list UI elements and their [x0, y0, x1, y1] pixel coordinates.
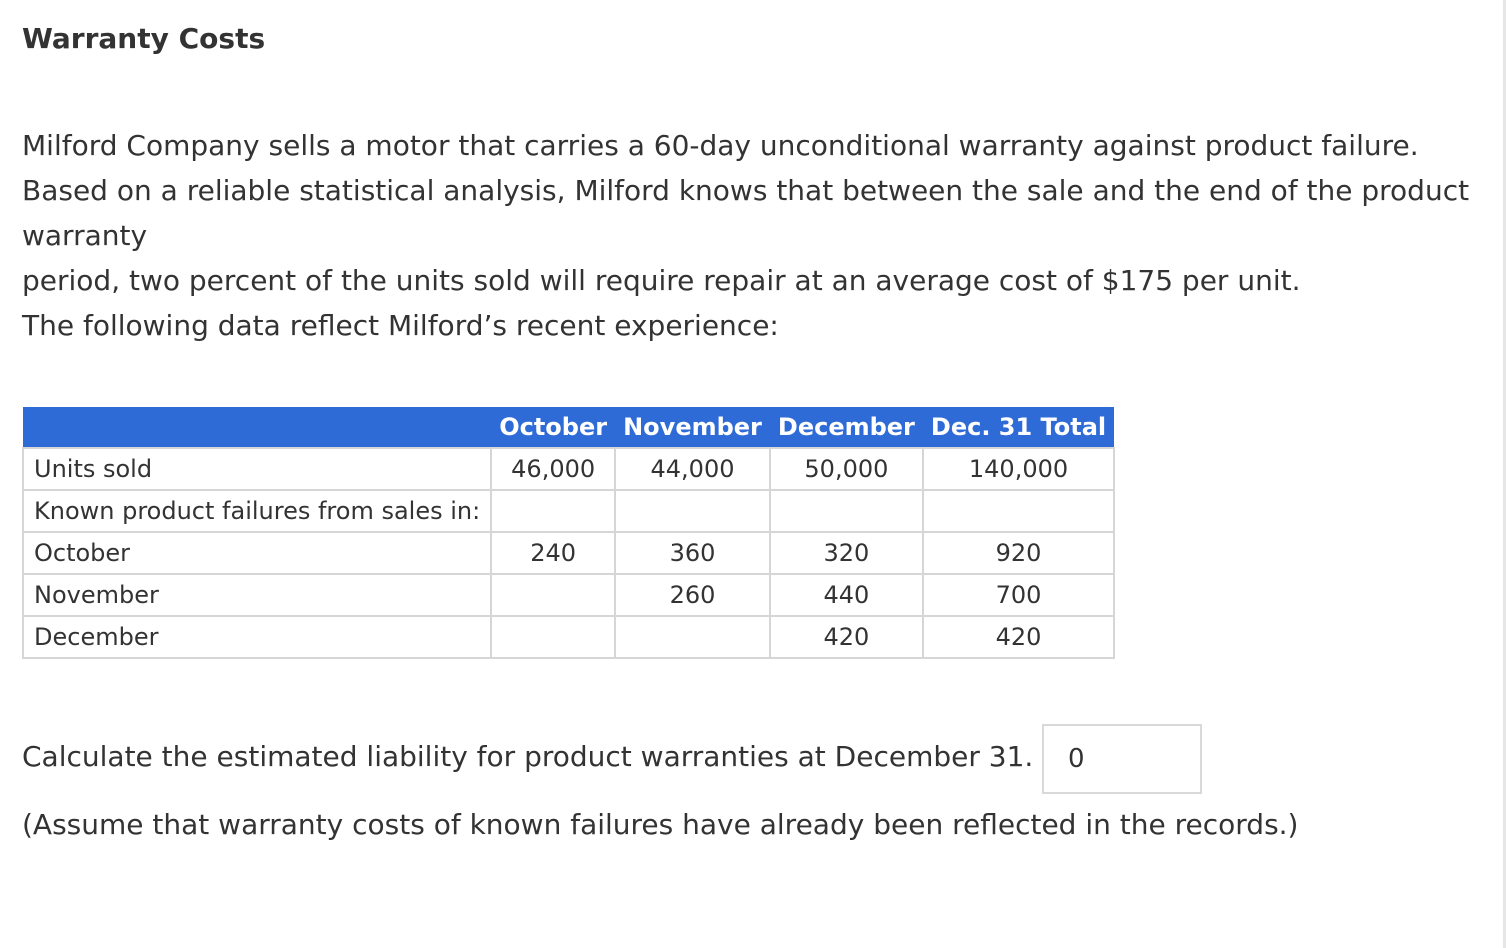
- table-cell: [490, 489, 617, 533]
- row-label: December: [21, 615, 493, 659]
- row-label: October: [21, 531, 493, 575]
- header-cell-blank: [23, 407, 492, 448]
- table-cell: [490, 573, 617, 617]
- table-header-row: October November December Dec. 31 Total: [23, 407, 1115, 448]
- problem-description: Milford Company sells a motor that carri…: [22, 123, 1472, 348]
- table-cell: 44,000: [614, 447, 771, 491]
- row-label: Known product failures from sales in:: [21, 489, 493, 533]
- scroll-edge: [1503, 0, 1506, 948]
- table-cell: 260: [614, 573, 771, 617]
- table-row: November 260 440 700: [21, 573, 1116, 617]
- assumption-note: (Assume that warranty costs of known fai…: [22, 808, 1299, 841]
- header-cell-november: November: [615, 407, 770, 448]
- table-cell: 360: [614, 531, 771, 575]
- table-cell: 50,000: [768, 447, 924, 491]
- warranty-data-table: October November December Dec. 31 Total …: [21, 407, 1116, 659]
- table-cell: 46,000: [490, 447, 617, 491]
- intro-line: period, two percent of the units sold wi…: [22, 264, 1301, 297]
- table-cell: 420: [768, 615, 924, 659]
- header-cell-october: October: [491, 407, 616, 448]
- table-cell: [614, 615, 771, 659]
- table-cell: 440: [768, 573, 924, 617]
- table-cell: 320: [768, 531, 924, 575]
- table-row: Known product failures from sales in:: [21, 489, 1116, 533]
- table-cell: 700: [921, 573, 1116, 617]
- table-cell: 140,000: [921, 447, 1116, 491]
- header-cell-total: Dec. 31 Total: [922, 407, 1115, 448]
- table-cell: [614, 489, 771, 533]
- question-text: Calculate the estimated liability for pr…: [22, 740, 1061, 773]
- intro-line: warranty: [22, 219, 148, 252]
- table-cell: 420: [921, 615, 1116, 659]
- table-cell: [768, 489, 924, 533]
- intro-line: The following data reflect Milford’s rec…: [22, 309, 779, 342]
- intro-line: Milford Company sells a motor that carri…: [22, 129, 1419, 162]
- table-cell: [921, 489, 1116, 533]
- table-cell: 920: [921, 531, 1116, 575]
- table-row: Units sold 46,000 44,000 50,000 140,000: [21, 447, 1116, 491]
- row-label: Units sold: [21, 447, 493, 491]
- row-label: November: [21, 573, 493, 617]
- page-title: Warranty Costs: [22, 22, 266, 55]
- intro-line: Based on a reliable statistical analysis…: [22, 174, 1470, 207]
- table-row: December 420 420: [21, 615, 1116, 659]
- table-cell: 240: [490, 531, 617, 575]
- table-row: October 240 360 320 920: [21, 531, 1116, 575]
- liability-answer-input[interactable]: [1042, 724, 1202, 794]
- table-cell: [490, 615, 617, 659]
- header-cell-december: December: [769, 407, 923, 448]
